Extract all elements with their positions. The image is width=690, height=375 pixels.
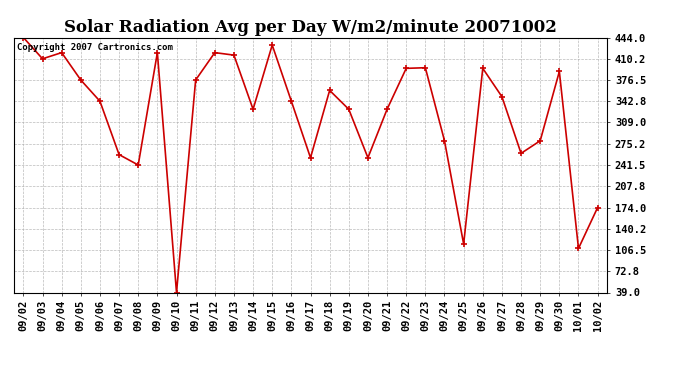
- Title: Solar Radiation Avg per Day W/m2/minute 20071002: Solar Radiation Avg per Day W/m2/minute …: [64, 19, 557, 36]
- Text: Copyright 2007 Cartronics.com: Copyright 2007 Cartronics.com: [17, 43, 172, 52]
